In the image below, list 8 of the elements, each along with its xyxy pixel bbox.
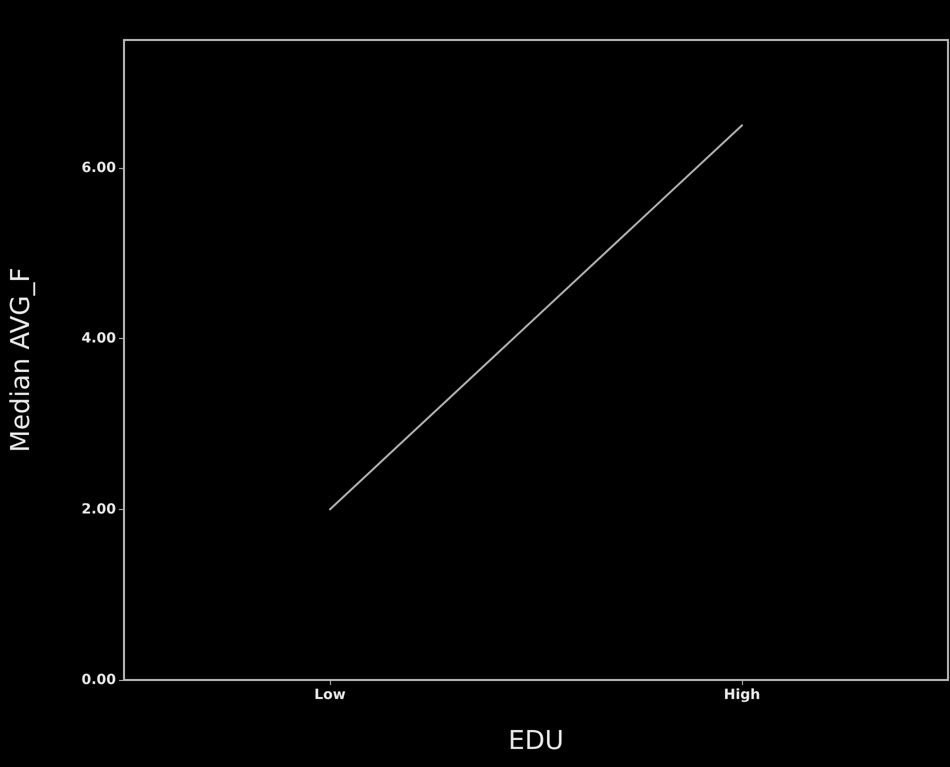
y-tick-label: 2.00 xyxy=(81,501,116,518)
x-axis-title: EDU xyxy=(508,726,564,756)
x-tick-label: Low xyxy=(314,687,346,703)
y-axis-title: Median AVG_F xyxy=(6,268,36,452)
x-tick-label: High xyxy=(724,687,760,703)
y-tick-label: 0.00 xyxy=(81,672,116,688)
y-tick-label: 4.00 xyxy=(81,330,116,347)
y-tick-label: 6.00 xyxy=(81,160,116,176)
